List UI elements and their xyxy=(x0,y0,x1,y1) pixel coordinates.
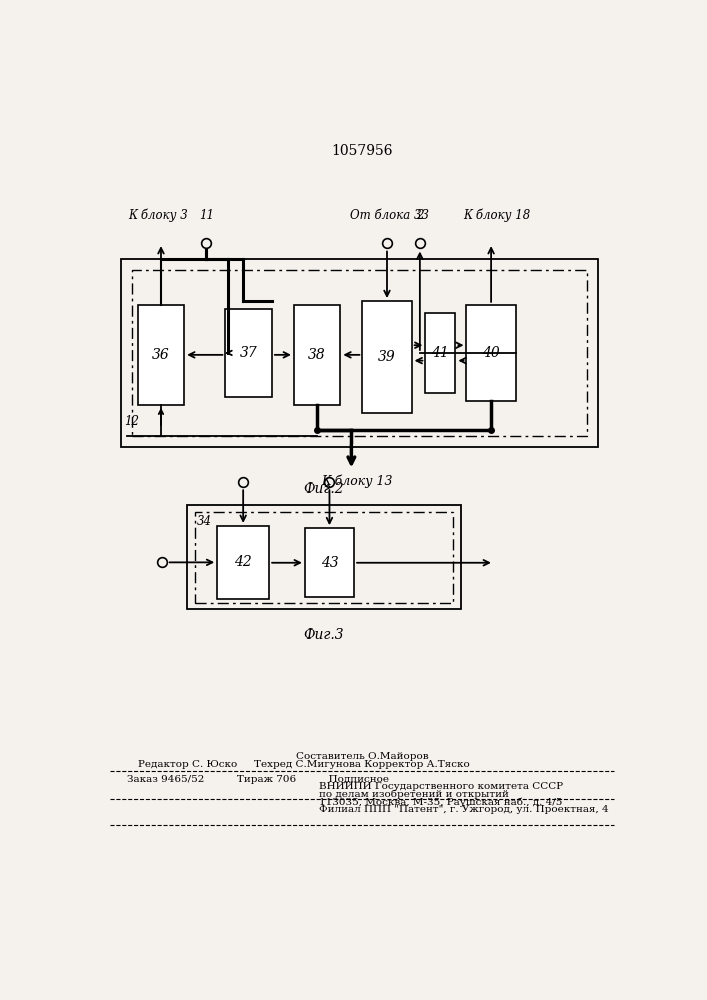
Text: 38: 38 xyxy=(308,348,326,362)
Bar xyxy=(467,305,516,401)
Text: 41: 41 xyxy=(431,346,449,360)
Text: 1057956: 1057956 xyxy=(332,144,393,158)
Text: Филиал ППП "Патент", г. Ужгород, ул. Проектная, 4: Филиал ППП "Патент", г. Ужгород, ул. Про… xyxy=(319,805,608,814)
Text: Техред С.Мигунова Корректор А.Тяско: Техред С.Мигунова Корректор А.Тяско xyxy=(255,760,470,769)
Text: Фиг.3: Фиг.3 xyxy=(304,628,344,642)
Bar xyxy=(294,305,341,405)
Bar xyxy=(195,512,452,603)
Bar xyxy=(187,505,461,609)
Text: по делам изобретений и открытий: по делам изобретений и открытий xyxy=(319,790,508,799)
Text: 43: 43 xyxy=(320,556,339,570)
Text: 34: 34 xyxy=(197,515,212,528)
Bar xyxy=(363,301,411,413)
Text: От блока 33: От блока 33 xyxy=(350,209,429,222)
Text: Фиг.2: Фиг.2 xyxy=(304,482,344,496)
Text: Заказ 9465/52          Тираж 706          Подписное: Заказ 9465/52 Тираж 706 Подписное xyxy=(127,775,389,784)
Text: К блоку 3: К блоку 3 xyxy=(129,209,188,222)
Bar xyxy=(426,312,455,393)
Text: 36: 36 xyxy=(152,348,170,362)
Bar xyxy=(305,528,354,597)
Text: 11: 11 xyxy=(199,209,214,222)
Text: 2: 2 xyxy=(416,209,423,222)
Text: Составитель О.Майоров: Составитель О.Майоров xyxy=(296,752,428,761)
Text: ВНИИПИ Государственного комитета СССР: ВНИИПИ Государственного комитета СССР xyxy=(319,782,563,791)
Text: Редактор С. Юско: Редактор С. Юско xyxy=(138,760,237,769)
Bar xyxy=(132,270,587,436)
Bar xyxy=(122,259,598,447)
Text: 42: 42 xyxy=(234,555,252,569)
Text: 40: 40 xyxy=(482,346,500,360)
Text: 39: 39 xyxy=(378,350,396,364)
Bar xyxy=(138,305,185,405)
Text: 113035, Москва, М-35, Раушская наб., д. 4/5: 113035, Москва, М-35, Раушская наб., д. … xyxy=(319,798,562,807)
Text: К блоку 18: К блоку 18 xyxy=(463,209,530,222)
Text: К блоку 13: К блоку 13 xyxy=(321,474,392,488)
Text: 37: 37 xyxy=(240,346,257,360)
Bar xyxy=(226,309,272,397)
Text: 12: 12 xyxy=(124,415,139,428)
Bar xyxy=(217,526,269,599)
